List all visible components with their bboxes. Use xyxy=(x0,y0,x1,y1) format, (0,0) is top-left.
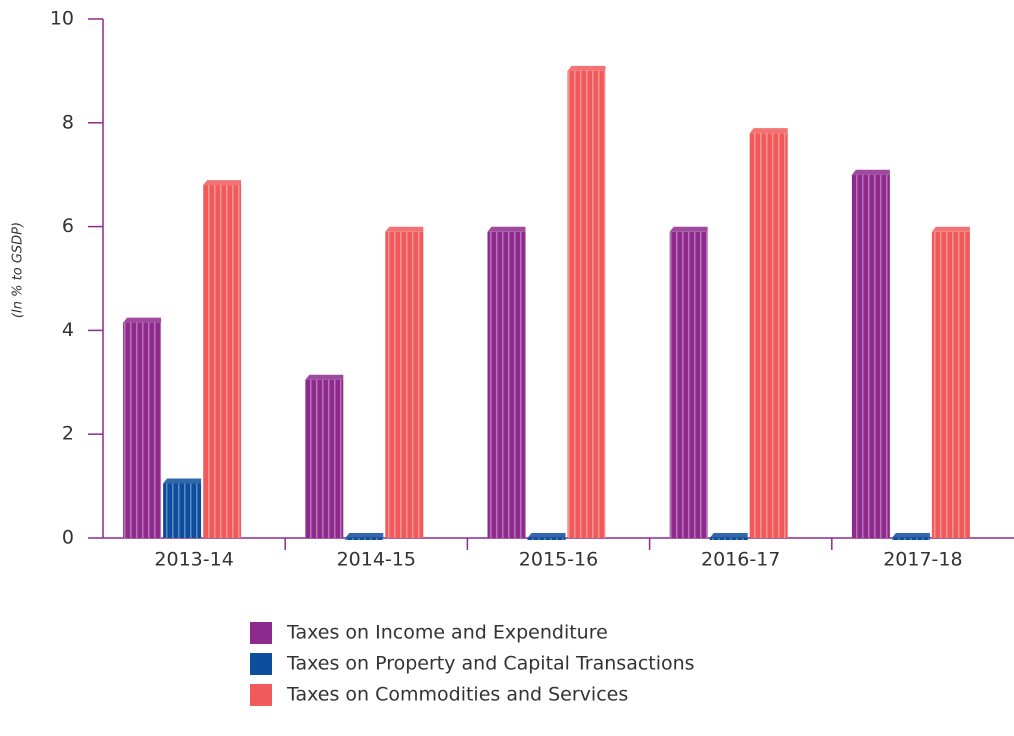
x-tick-label: 2013-14 xyxy=(154,549,233,571)
bar-cap xyxy=(709,533,748,538)
legend-swatch xyxy=(250,622,272,644)
bar-cap xyxy=(385,226,424,232)
y-axis-label: (In % to GSDP) xyxy=(11,222,26,318)
bar-cap xyxy=(305,374,344,380)
legend-label: Taxes on Income and Expenditure xyxy=(286,622,608,644)
bar-cap xyxy=(749,128,788,134)
bar xyxy=(345,538,384,540)
bar xyxy=(527,538,566,540)
legend-label: Taxes on Property and Capital Transactio… xyxy=(286,653,695,675)
bar-cap xyxy=(891,533,930,538)
bar-cap xyxy=(345,533,384,538)
y-tick-label: 4 xyxy=(62,319,74,341)
bar xyxy=(487,231,526,539)
x-tick-label: 2014-15 xyxy=(337,549,416,571)
bar xyxy=(669,231,708,539)
bar xyxy=(709,538,748,540)
bar-cap xyxy=(931,226,970,232)
bar-cap xyxy=(163,478,202,484)
bar xyxy=(123,322,162,538)
bar-cap xyxy=(123,317,162,323)
legend-swatch xyxy=(250,684,272,706)
bar-cap xyxy=(567,65,606,71)
bar xyxy=(203,185,242,538)
bar-cap xyxy=(487,226,526,232)
bar-cap xyxy=(669,226,708,232)
y-tick-label: 10 xyxy=(50,8,74,30)
bar xyxy=(851,174,890,538)
bar-cap xyxy=(203,180,242,186)
x-tick-label: 2016-17 xyxy=(701,549,780,571)
bar-cap xyxy=(527,533,566,538)
y-tick-label: 2 xyxy=(62,423,74,445)
bar xyxy=(163,483,202,538)
bar xyxy=(931,231,970,539)
x-tick-label: 2015-16 xyxy=(519,549,598,571)
legend-label: Taxes on Commodities and Services xyxy=(286,684,628,706)
legend-swatch xyxy=(250,653,272,675)
bar xyxy=(385,231,424,539)
bar xyxy=(567,70,606,539)
bar xyxy=(749,133,788,538)
y-tick-label: 6 xyxy=(62,215,74,237)
x-tick-label: 2017-18 xyxy=(883,549,962,571)
bar xyxy=(891,538,930,540)
bar-cap xyxy=(851,169,890,175)
bar xyxy=(305,379,344,538)
y-tick-label: 0 xyxy=(62,527,74,549)
y-tick-label: 8 xyxy=(62,111,74,133)
